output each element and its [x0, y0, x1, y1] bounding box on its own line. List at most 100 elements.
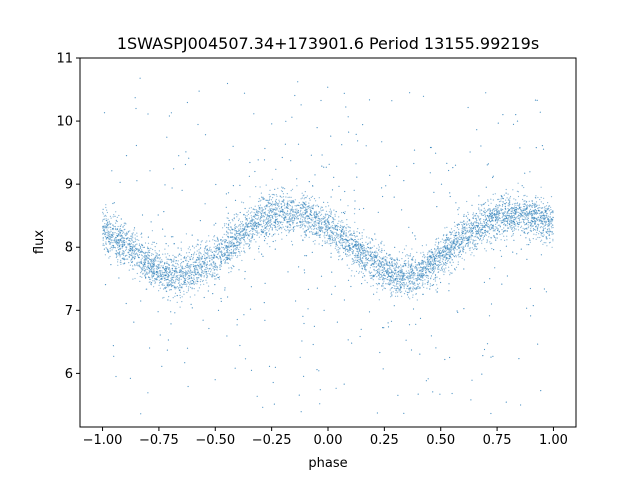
data-point	[134, 249, 136, 252]
data-point	[165, 271, 167, 273]
data-point	[535, 218, 538, 220]
data-point	[268, 193, 270, 196]
data-point	[375, 269, 378, 272]
data-point	[539, 198, 541, 201]
data-point	[263, 198, 265, 200]
data-point	[516, 220, 518, 222]
data-point	[187, 255, 189, 257]
data-point	[361, 260, 363, 262]
data-point	[534, 202, 536, 204]
data-point	[443, 239, 445, 241]
data-point	[504, 211, 506, 213]
data-point	[433, 271, 435, 273]
data-point	[120, 229, 122, 232]
data-point	[185, 270, 187, 272]
data-point	[253, 216, 256, 218]
data-point	[411, 257, 414, 259]
data-point	[500, 239, 502, 241]
data-point	[504, 203, 506, 205]
data-point	[248, 248, 250, 250]
data-point	[392, 271, 394, 273]
data-point	[225, 245, 228, 247]
data-point	[160, 274, 162, 276]
data-point	[259, 219, 261, 221]
data-point	[219, 255, 221, 257]
data-point	[166, 261, 168, 263]
data-point	[385, 277, 387, 280]
data-point	[398, 281, 400, 283]
data-point	[191, 279, 194, 282]
data-point	[446, 234, 448, 237]
data-point	[534, 222, 536, 224]
data-point	[503, 221, 505, 223]
data-point	[417, 274, 419, 276]
data-point	[509, 197, 511, 199]
data-point	[436, 258, 438, 260]
data-point	[530, 206, 533, 208]
data-point	[173, 270, 175, 272]
data-point	[217, 249, 219, 251]
data-point	[211, 251, 213, 253]
data-point	[200, 279, 202, 281]
data-point	[522, 219, 525, 221]
data-point	[167, 245, 169, 247]
data-point	[164, 270, 166, 272]
data-point	[115, 250, 117, 252]
data-point	[207, 270, 210, 272]
data-point	[302, 207, 304, 209]
data-point	[384, 275, 386, 277]
data-point	[187, 248, 189, 250]
data-point	[225, 246, 227, 248]
data-point	[310, 196, 312, 198]
data-point	[165, 290, 167, 292]
data-point	[374, 270, 376, 272]
data-point	[313, 222, 315, 224]
data-point	[233, 248, 235, 250]
data-point	[435, 289, 437, 291]
data-point	[364, 251, 367, 253]
data-point	[460, 253, 463, 256]
data-point	[256, 230, 258, 232]
data-point	[256, 211, 258, 213]
data-point	[115, 252, 118, 254]
data-point	[128, 244, 130, 246]
data-point	[334, 238, 336, 240]
data-point	[193, 253, 195, 255]
data-point	[137, 249, 139, 251]
data-point	[208, 255, 210, 257]
data-point	[330, 245, 332, 247]
data-point	[314, 221, 316, 223]
data-point	[508, 219, 510, 221]
data-point	[484, 232, 486, 234]
data-point	[306, 208, 308, 210]
data-point	[371, 277, 373, 279]
data-point	[520, 206, 522, 208]
data-point	[199, 265, 201, 267]
data-point	[274, 204, 276, 207]
data-point	[514, 227, 516, 230]
data-point	[396, 287, 399, 289]
data-point	[328, 236, 330, 238]
data-point	[389, 263, 391, 265]
data-point	[484, 202, 487, 204]
data-point	[498, 209, 500, 212]
data-point	[403, 284, 405, 286]
data-point	[317, 231, 319, 233]
data-point	[221, 243, 223, 245]
data-point	[322, 231, 324, 233]
data-point	[173, 285, 175, 287]
data-point	[508, 202, 510, 204]
data-point	[340, 224, 342, 226]
data-point	[263, 211, 266, 214]
data-point	[269, 217, 271, 219]
data-point	[106, 211, 108, 214]
data-point	[301, 197, 303, 199]
data-point	[381, 275, 383, 277]
data-point	[315, 200, 317, 202]
data-point	[265, 234, 267, 236]
data-point	[528, 205, 530, 207]
data-point	[245, 243, 247, 245]
data-point	[318, 215, 320, 217]
data-point	[477, 232, 480, 234]
data-point	[234, 223, 236, 225]
